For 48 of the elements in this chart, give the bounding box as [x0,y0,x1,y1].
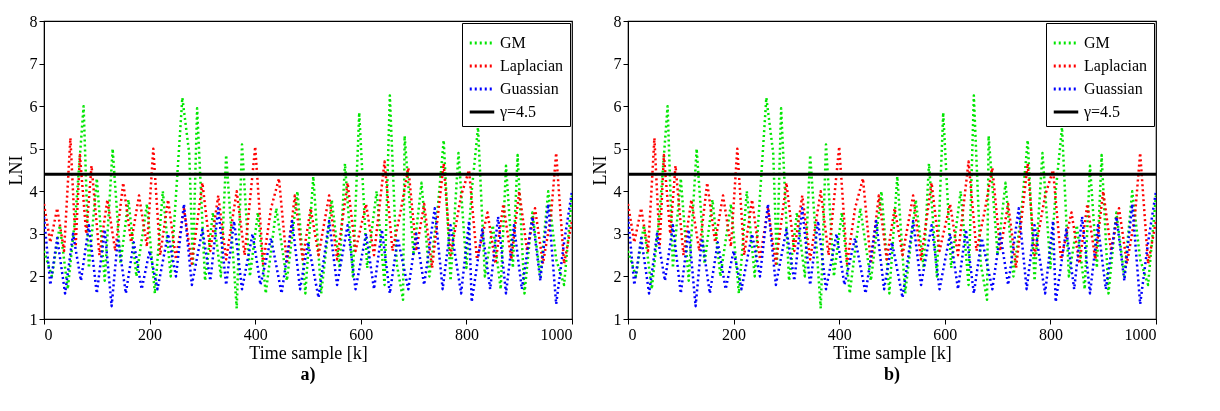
line-series [44,136,572,270]
y-tick-label: 7 [613,55,622,73]
legend-label: Guassian [1084,80,1143,97]
y-tick-label: 2 [29,267,38,285]
y-tick-label: 2 [613,267,622,285]
x-tick-label: 600 [933,325,958,343]
line-series [44,190,572,308]
legend-label: Guassian [500,80,559,97]
y-tick-label: 1 [29,310,38,328]
legend-label: γ=4.5 [1083,103,1121,121]
line-series [628,136,1156,270]
legend-label: γ=4.5 [499,103,537,121]
x-tick-label: 600 [349,325,374,343]
x-tick-label: 1000 [540,325,573,343]
y-tick-label: 1 [613,310,622,328]
text: a) [300,364,316,385]
y-tick-label: 6 [613,97,622,115]
text: b) [883,364,901,385]
line-series [628,94,1156,310]
y-tick-label: 5 [613,140,622,158]
x-tick-label: 800 [1038,325,1063,343]
legend-label: GM [500,34,526,51]
x-tick-label: 800 [454,325,479,343]
legend-label: Laplacian [500,57,564,75]
x-tick-label: 200 [722,325,747,343]
y-tick-label: 4 [29,182,38,200]
x-tick-label: 1000 [1124,325,1157,343]
x-axis-title: Time sample [k] [833,342,952,363]
y-tick-label: 8 [613,12,622,30]
y-tick-label: 8 [29,12,38,30]
legend-label: GM [1084,34,1110,51]
x-tick-label: 200 [138,325,163,343]
y-tick-label: 4 [613,182,622,200]
line-series [628,190,1156,308]
line-series [44,94,572,310]
x-axis-title: Time sample [k] [249,342,368,363]
y-tick-label: 5 [29,140,38,158]
legend-label: Laplacian [1084,57,1148,75]
y-tick-label: 3 [613,225,622,243]
y-tick-label: 6 [29,97,38,115]
x-tick-label: 0 [44,325,53,343]
x-tick-label: 0 [628,325,637,343]
y-tick-label: 3 [29,225,38,243]
y-axis-title: LNI [589,155,610,186]
y-tick-label: 7 [29,55,38,73]
y-axis-title: LNI [5,155,26,186]
x-tick-label: 400 [827,325,852,343]
x-tick-label: 400 [243,325,268,343]
